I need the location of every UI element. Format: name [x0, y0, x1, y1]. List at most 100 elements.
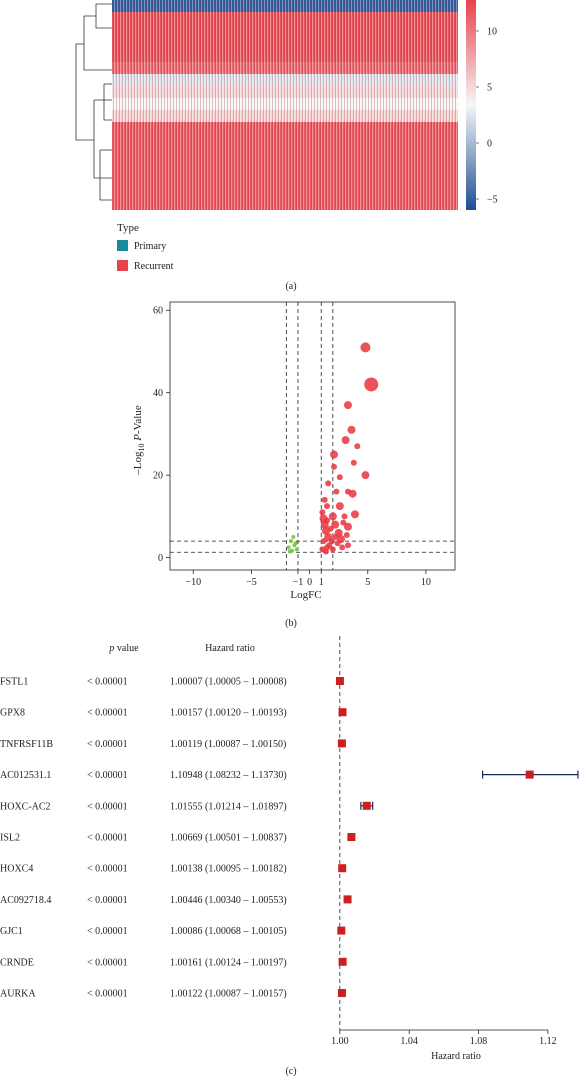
- volcano-point-up: [340, 519, 347, 526]
- forest-row: ISL2 < 0.00001 1.00669 (1.00501 – 1.00837): [0, 833, 356, 844]
- forest-panel: p value Hazard ratio FSTL1 < 0.00001 1.000…: [0, 636, 579, 1077]
- volcano-x-tick-label: −5: [246, 577, 257, 588]
- volcano-point-down: [294, 547, 299, 552]
- forest-row: GJC1 < 0.00001 1.00086 (1.00068 – 1.00105): [0, 926, 346, 937]
- forest-row: HOXC-AC2 < 0.00001 1.01555 (1.01214 – 1.01…: [0, 801, 374, 812]
- hazard-ratio-marker: [337, 989, 346, 997]
- gene-label: AURKA: [0, 989, 36, 1000]
- dendrogram-branch: [103, 84, 112, 121]
- volcano-point-up: [329, 546, 336, 553]
- volcano-point-up: [343, 531, 350, 538]
- p-value-cell: < 0.00001: [87, 926, 128, 937]
- volcano-point-up: [324, 503, 331, 510]
- hazard-ratio-marker: [338, 864, 347, 873]
- p-value-cell: < 0.00001: [87, 957, 128, 968]
- p-value-cell: < 0.00001: [87, 801, 128, 812]
- volcano-point-down: [288, 539, 293, 544]
- volcano-point-up: [341, 436, 350, 445]
- volcano-y-label: –Log10 P-Value: [132, 405, 146, 476]
- p-value-cell: < 0.00001: [87, 708, 128, 719]
- forest-x-axis: 1.00 1.04 1.08 1.12: [331, 1029, 557, 1047]
- volcano-x-tick-label: 5: [365, 577, 370, 588]
- volcano-point-up: [364, 377, 379, 392]
- forest-rows: FSTL1 < 0.00001 1.00007 (1.00005 – 1.00008…: [0, 636, 579, 1030]
- forest-x-tick-label: 1.00: [331, 1036, 349, 1047]
- volcano-point-down: [286, 545, 291, 550]
- volcano-point-up: [326, 542, 333, 549]
- gene-label: TNFRSF11B: [0, 739, 53, 750]
- volcano-point-up: [333, 488, 340, 495]
- volcano-point-up: [320, 538, 327, 545]
- hazard-ratio-marker: [338, 957, 347, 966]
- hazard-ratio-cell: 1.00161 (1.00124 – 1.00197): [170, 957, 287, 968]
- forest-row: FSTL1 < 0.00001 1.00007 (1.00005 – 1.00008…: [0, 677, 344, 688]
- volcano-x-tick-label: −10: [185, 577, 201, 588]
- legend-label-recurrent: Recurrent: [134, 261, 174, 272]
- forest-row: AC092718.4 < 0.00001 1.00446 (1.00340 – 1.…: [0, 895, 352, 906]
- heatmap-panel: 10 5 0 −5 Type Primary Recurrent (a): [75, 0, 498, 292]
- volcano-y-ticks: 0 20 40 60: [153, 306, 170, 564]
- volcano-point-up: [360, 342, 371, 353]
- hazard-ratio-header: Hazard ratio: [205, 643, 255, 654]
- volcano-point-up: [331, 520, 340, 529]
- volcano-point-up: [347, 425, 356, 434]
- gene-label: AC092718.4: [0, 895, 51, 906]
- volcano-point-up: [330, 450, 339, 459]
- volcano-plot-frame: [169, 301, 456, 571]
- hazard-ratio-marker: [347, 833, 356, 841]
- volcano-x-tick-label: −1: [293, 577, 304, 588]
- dendrogram-branch: [93, 100, 112, 179]
- hazard-ratio-cell: 1.00122 (1.00087 – 1.00157): [170, 989, 287, 1000]
- hazard-ratio-cell: 1.00086 (1.00068 – 1.00105): [170, 926, 287, 937]
- hazard-ratio-marker: [337, 739, 346, 748]
- gene-label: ISL2: [0, 833, 20, 844]
- legend-label-primary: Primary: [134, 241, 166, 252]
- volcano-point-up: [331, 463, 338, 470]
- hazard-ratio-cell: 1.00669 (1.00501 – 1.00837): [170, 833, 287, 844]
- p-value-cell: < 0.00001: [87, 989, 128, 1000]
- volcano-y-tick-label: 60: [153, 306, 163, 317]
- forest-x-tick-label: 1.04: [400, 1036, 418, 1047]
- forest-row: TNFRSF11B < 0.00001 1.00119 (1.00087 – 1.0…: [0, 739, 346, 750]
- gene-label: GPX8: [0, 708, 25, 719]
- colorbar-tick-label: 5: [487, 83, 492, 94]
- threshold-lines: [170, 302, 455, 570]
- hazard-ratio-marker: [362, 801, 371, 810]
- volcano-point-up: [327, 525, 334, 532]
- volcano-point-up: [319, 509, 326, 516]
- panel-b-label: (b): [285, 618, 297, 629]
- volcano-point-up: [343, 522, 352, 531]
- forest-row: HOXC4 < 0.00001 1.00138 (1.00095 – 1.00182…: [0, 864, 347, 875]
- volcano-point-down: [293, 541, 298, 546]
- volcano-x-label: LogFC: [290, 589, 321, 601]
- volcano-points: [286, 342, 379, 555]
- gene-label: HOXC4: [0, 864, 33, 875]
- volcano-point-down: [291, 535, 296, 540]
- hazard-ratio-cell: 1.00157 (1.00120 – 1.00193): [170, 708, 287, 719]
- p-value-header: p value: [108, 643, 139, 654]
- volcano-y-tick-label: 20: [153, 471, 163, 482]
- hazard-ratio-cell: 1.10948 (1.08232 – 1.13730): [170, 770, 287, 781]
- legend-swatch-recurrent: [117, 260, 128, 271]
- dendrogram-branch: [75, 43, 94, 141]
- forest-row: AURKA < 0.00001 1.00122 (1.00087 – 1.00157…: [0, 989, 346, 1000]
- volcano-point-up: [339, 544, 346, 551]
- gene-label: CRNDE: [0, 957, 34, 968]
- hazard-ratio-marker: [525, 770, 534, 779]
- legend-title: Type: [117, 222, 139, 234]
- volcano-point-up: [344, 542, 351, 549]
- volcano-x-tick-label: 0: [307, 577, 312, 588]
- hazard-ratio-marker: [338, 708, 347, 717]
- forest-row: CRNDE < 0.00001 1.00161 (1.00124 – 1.00197…: [0, 957, 347, 968]
- volcano-point-up: [325, 480, 332, 487]
- gene-label: GJC1: [0, 926, 23, 937]
- p-value-cell: < 0.00001: [87, 739, 128, 750]
- hazard-ratio-cell: 1.00119 (1.00087 – 1.00150): [170, 739, 286, 750]
- colorbar-tick-label: 0: [487, 139, 492, 150]
- panel-c-label: (c): [285, 1066, 296, 1077]
- gene-label: AC012531.1: [0, 770, 51, 781]
- colorbar-ticks: 10 5 0 −5: [476, 27, 498, 206]
- row-dendrogram: [75, 3, 112, 201]
- p-value-cell: < 0.00001: [87, 770, 128, 781]
